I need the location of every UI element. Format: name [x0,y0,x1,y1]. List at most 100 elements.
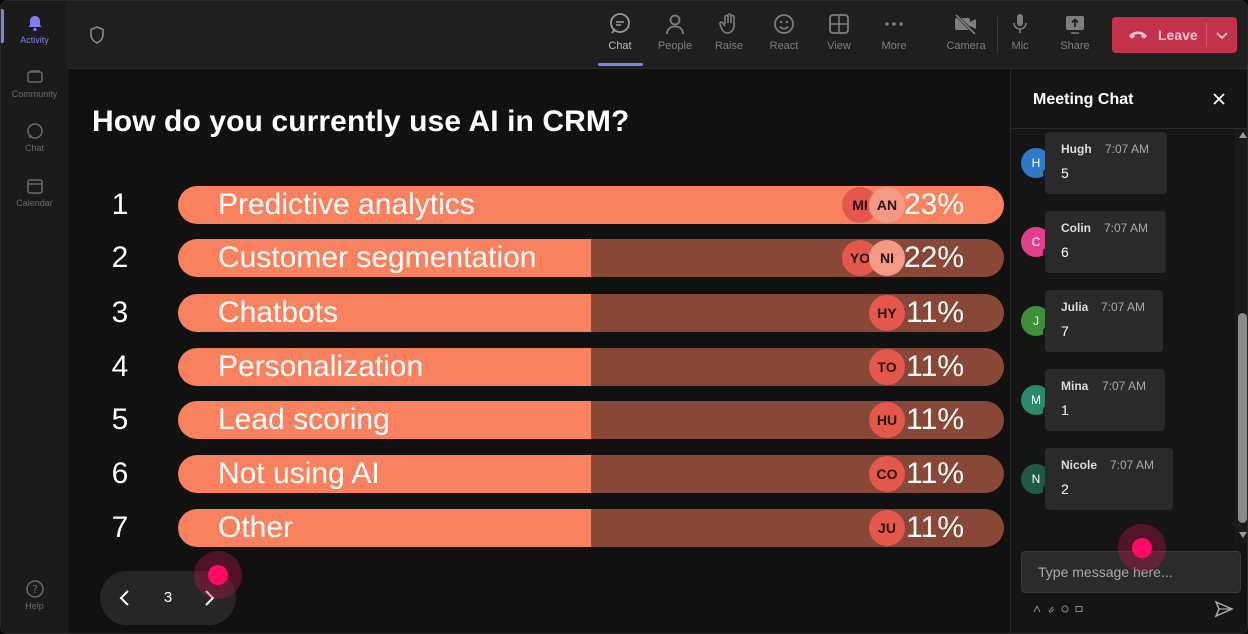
gif-icon[interactable] [1075,604,1083,614]
message-bubble[interactable]: Colin 7:07 AM 6 [1045,211,1166,273]
toolbar-more-button[interactable]: More [869,11,919,61]
voter-avatar: JU [869,510,905,546]
option-bar: Other JU 11% [178,509,1004,547]
toolbar-react-button[interactable]: React [759,11,809,61]
rail-item-label: Calendar [16,198,53,208]
option-percentage: 11% [906,350,964,383]
close-icon[interactable] [1211,91,1227,107]
toolbar-button-label: React [769,40,799,52]
option-label: Not using AI [218,457,380,490]
bell-icon [25,13,45,33]
option-percentage: 23% [903,188,964,221]
chat-message-list: H Hugh 7:07 AM 5 C Colin 7:07 AM 6 J Julia 7:07 AM… [1011,129,1235,543]
option-bar: Not using AI CO 11% [178,455,1004,493]
toolbar-button-label: Camera [946,40,986,52]
option-bar: Personalization TO 11% [178,348,1004,386]
toolbar-people-button[interactable]: People [650,11,700,61]
rail-item-calendar[interactable]: Calendar [1,176,68,224]
format-icon[interactable] [1033,604,1041,614]
scroll-down-arrow-icon[interactable] [1239,532,1247,538]
message-text: 5 [1061,165,1069,181]
rail-item-help[interactable]: ? Help [1,579,68,627]
option-label: Lead scoring [218,403,390,436]
poll-question: How do you currently use AI in CRM? [92,105,630,138]
avatar-initial: M [1031,393,1041,407]
mic-icon [1007,11,1033,37]
toolbar-divider [997,17,998,53]
message-text: 2 [1061,481,1069,497]
poll-option-row: 6 Not using AI CO 11% [68,455,1010,493]
option-bar-fill [178,348,591,386]
send-icon[interactable] [1214,600,1234,618]
scroll-up-arrow-icon[interactable] [1239,132,1247,138]
option-percentage: 22% [903,241,964,274]
rail-item-chat[interactable]: Chat [1,121,68,169]
camera-off-icon [953,11,979,37]
voter-avatar: NI [869,240,905,276]
chevron-right-icon[interactable] [198,587,220,609]
calendar-icon [25,176,45,196]
toolbar-mic-button[interactable]: Mic [995,11,1045,61]
leave-label: Leave [1158,27,1198,43]
option-label: Other [218,511,294,544]
rail-item-activity[interactable]: Activity [1,13,68,61]
poll-option-row: 1 Predictive analytics MI AN 23% [68,186,1010,224]
avatar-initial: C [1031,235,1041,249]
more-icon [881,11,907,37]
message-bubble[interactable]: Mina 7:07 AM 1 [1045,369,1165,431]
toolbar-raise-button[interactable]: Raise [704,11,754,61]
option-label: Customer segmentation [218,241,537,274]
leave-button[interactable]: Leave [1112,17,1237,53]
community-icon [25,67,45,87]
message-bubble[interactable]: Julia 7:07 AM 7 [1045,290,1163,352]
help-icon: ? [25,579,45,599]
emoji-icon[interactable] [1061,604,1069,614]
message-timestamp: 7:07 AM [1104,221,1149,235]
chat-scrollbar[interactable] [1235,129,1247,543]
chat-message-input[interactable] [1021,551,1241,593]
page-number: 3 [163,589,173,606]
option-number: 6 [111,457,129,490]
toolbar-chat-button[interactable]: Chat [595,11,645,61]
message-timestamp: 7:07 AM [1105,142,1150,156]
scroll-thumb[interactable] [1238,313,1247,523]
option-label: Personalization [218,350,424,383]
active-tab-indicator [598,63,643,66]
message-text: 1 [1061,402,1069,418]
rail-item-label: Activity [20,35,49,45]
option-bar: Chatbots HY 11% [178,294,1004,332]
toolbar-camera-button[interactable]: Camera [941,11,991,61]
toolbar-share-button[interactable]: Share [1050,11,1100,61]
attach-icon[interactable] [1047,604,1055,614]
app-rail: Activity Community Chat Calendar ? Help [1,1,68,633]
option-number: 3 [111,296,129,329]
option-number: 7 [111,511,129,544]
rail-item-community[interactable]: Community [1,67,68,115]
voter-avatar: HU [869,402,905,438]
shield-icon[interactable] [88,25,106,45]
option-percentage: 11% [906,511,964,544]
option-label: Predictive analytics [218,188,475,221]
message-timestamp: 7:07 AM [1101,300,1146,314]
option-bar-fill [178,294,591,332]
toolbar-button-label: Mic [1011,40,1029,52]
message-timestamp: 7:07 AM [1110,458,1155,472]
poll-option-row: 2 Customer segmentation YO NI 22% [68,239,1010,277]
chevron-left-icon[interactable] [114,587,136,609]
chevron-down-icon[interactable] [1214,27,1230,43]
option-percentage: 11% [906,457,964,490]
chat-icon [25,121,45,141]
sender-name: Mina [1061,379,1089,393]
message-bubble[interactable]: Nicole 7:07 AM 2 [1045,448,1173,510]
toolbar-button-label: People [657,40,693,52]
sender-name: Julia [1061,300,1089,314]
meeting-toolbar: Chat People Raise React View [68,1,1247,69]
toolbar-view-button[interactable]: View [814,11,864,61]
toolbar-button-label: Chat [608,40,632,52]
chat-title: Meeting Chat [1033,91,1134,108]
message-bubble[interactable]: Hugh 7:07 AM 5 [1045,132,1167,194]
poll-option-row: 5 Lead scoring HU 11% [68,401,1010,439]
poll-stage: How do you currently use AI in CRM? 1 Pre… [68,69,1010,633]
cursor-indicator [194,551,242,599]
